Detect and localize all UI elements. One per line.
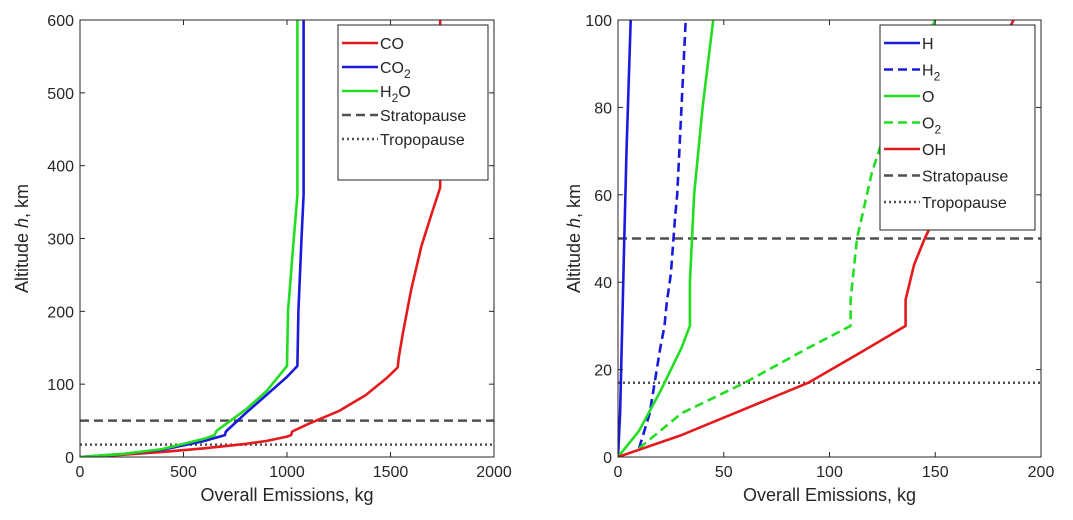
series-line-o2: [638, 20, 937, 450]
legend-label-co: CO: [380, 36, 404, 53]
x-tick-label: 150: [922, 464, 949, 481]
y-tick-label: 20: [594, 363, 612, 380]
plot-data: [618, 20, 1041, 457]
y-axis-label: Altitude h, km: [12, 184, 32, 293]
y-axis-label-word: Altitude: [12, 228, 32, 293]
x-tick-label: 2000: [476, 464, 512, 481]
x-tick-label: 0: [614, 464, 623, 481]
legend-label-tropopause: Tropopause: [922, 195, 1007, 212]
y-axis-label: Altitude h, km: [564, 184, 584, 293]
y-tick-label: 0: [65, 450, 74, 467]
y-tick-label: 100: [47, 377, 74, 394]
legend-box: [337, 24, 489, 181]
y-tick-label: 200: [47, 304, 74, 321]
legend-label-stratopause: Stratopause: [380, 108, 466, 125]
legend-label-o: O: [922, 89, 934, 106]
x-tick-label: 0: [76, 464, 85, 481]
y-tick-label: 300: [47, 232, 74, 249]
y-tick-label: 40: [594, 275, 612, 292]
legend-label-main: CO: [380, 36, 404, 53]
legend-label-subscript: 2: [934, 123, 941, 137]
legend-label-co2: CO2: [380, 60, 411, 81]
x-axis-label: Overall Emissions, kg: [743, 485, 916, 505]
y-axis-label-unit: , km: [564, 184, 584, 218]
y-tick-label: 0: [603, 450, 612, 467]
plot-data: [80, 20, 494, 457]
x-axis-label: Overall Emissions, kg: [200, 485, 373, 505]
y-tick-label: 400: [47, 159, 74, 176]
y-tick-label: 80: [594, 100, 612, 117]
legend-label-main: O: [922, 89, 934, 106]
x-tick-label: 500: [170, 464, 197, 481]
x-tick-label: 1000: [269, 464, 305, 481]
legend-label-h: H: [922, 36, 934, 53]
series-line-h2: [637, 20, 687, 449]
y-axis-label-variable: h: [564, 218, 584, 228]
series-line-o: [618, 20, 715, 457]
legend-label-stratopause: Stratopause: [922, 169, 1008, 186]
y-axis-label-unit: , km: [12, 184, 32, 218]
x-tick-label: 200: [1028, 464, 1055, 481]
y-tick-label: 600: [47, 13, 74, 30]
legend-label-subscript: 2: [404, 67, 411, 81]
x-tick-label: 50: [715, 464, 733, 481]
legend-box: [879, 24, 1036, 231]
legend-label-subscript: 2: [392, 91, 399, 105]
legend-label-h2o: H2O: [380, 84, 411, 105]
legend-label-main: CO: [380, 60, 404, 77]
legend-label-h2: H2: [922, 63, 941, 84]
y-tick-label: 500: [47, 86, 74, 103]
legend-label-main: OH: [922, 142, 946, 159]
legend-label-o2: O2: [922, 116, 941, 137]
x-tick-label: 1500: [373, 464, 409, 481]
y-axis-label-word: Altitude: [564, 228, 584, 293]
legend-label-tropopause: Tropopause: [380, 132, 465, 149]
series-line-h: [618, 20, 632, 457]
y-axis-label-variable: h: [12, 218, 32, 228]
legend-label-oh: OH: [922, 142, 946, 159]
legend-label-main: H: [922, 36, 934, 53]
series-line-co: [80, 20, 442, 457]
legend-label-subscript: 2: [934, 70, 941, 84]
x-tick-label: 100: [816, 464, 843, 481]
series-line-h2o: [80, 20, 299, 457]
chart-left: 0 500 1000 1500 2000 0 100 200 300 400 500 600 Overa…: [12, 13, 512, 505]
y-tick-label: 60: [594, 188, 612, 205]
legend-label-tail: O: [398, 84, 410, 101]
y-tick-label: 100: [585, 13, 612, 30]
legend-label-main: H: [380, 84, 392, 101]
chart-right: 0 50 100 150 200 0 20 40 60 80 100 Overall Emission…: [564, 13, 1054, 505]
legend-label-main: O: [922, 116, 934, 133]
legend-label-main: H: [922, 63, 934, 80]
